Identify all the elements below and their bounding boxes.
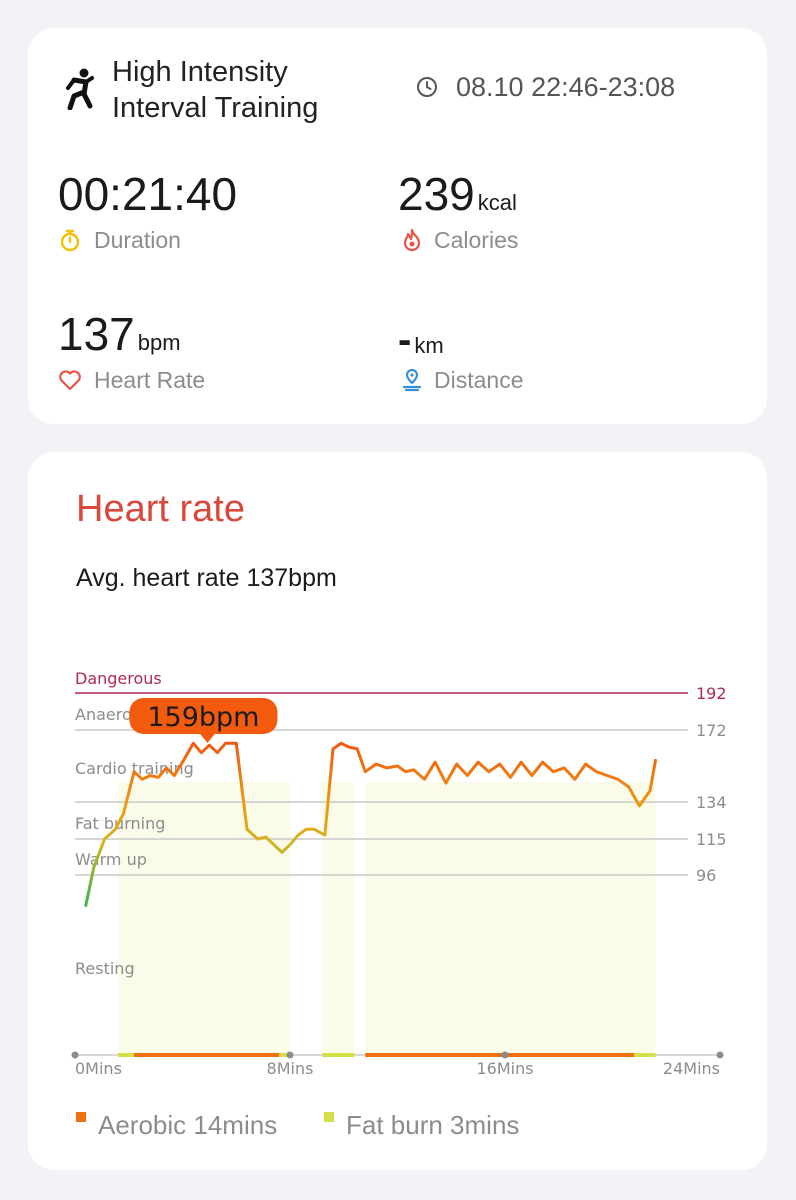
zone-label-2: Cardio training: [75, 759, 194, 778]
duration-value: 00:21:40: [58, 168, 238, 220]
y-tick-label-1: 172: [696, 721, 727, 740]
distance-stat: - km: [398, 320, 444, 360]
zone-label-5: Resting: [75, 959, 135, 978]
y-tick-label-2: 134: [696, 793, 727, 812]
workout-title: High Intensity Interval Training: [112, 56, 319, 124]
heart-rate-label: Heart Rate: [94, 367, 206, 393]
y-tick-label-0: 192: [696, 684, 727, 703]
heart-rate-unit: bpm: [137, 330, 181, 355]
x-tick-label-3: 24Mins: [663, 1059, 720, 1078]
zone-bar-segment-4: [365, 1053, 634, 1057]
zone-label-3: Fat burning: [75, 814, 165, 833]
clock-icon: [417, 77, 437, 97]
stopwatch-icon: [60, 229, 80, 252]
tooltip-text: 159bpm: [147, 702, 259, 733]
average-heart-rate: Avg. heart rate 137bpm: [76, 564, 337, 592]
distance-unit: km: [414, 333, 444, 358]
x-tick-dot-2: [501, 1051, 509, 1059]
x-tick-label-2: 16Mins: [476, 1059, 533, 1078]
distance-label: Distance: [434, 367, 524, 393]
zone-bar-segment-5: [634, 1053, 656, 1057]
zone-label-0: Dangerous: [75, 669, 162, 688]
workout-time-range: 08.10 22:46-23:08: [456, 72, 676, 102]
shaded-range-2: [365, 782, 656, 1055]
fat-burn-legend-text: Fat burn 3mins: [346, 1110, 520, 1140]
heart-rate-line: [84, 741, 657, 907]
x-tick-dot-1: [286, 1051, 294, 1059]
zone-bar-segment-0: [118, 1053, 135, 1057]
calories-value: 239: [398, 168, 475, 220]
flame-icon: [403, 228, 421, 252]
calories-unit: kcal: [477, 190, 517, 215]
workout-summary-card: High Intensity Interval Training 08.10 2…: [28, 28, 767, 424]
zone-label-4: Warm up: [75, 850, 147, 869]
distance-value: -: [398, 318, 412, 362]
x-tick-label-0: 0Mins: [75, 1059, 122, 1078]
zone-bar-segment-3: [322, 1053, 355, 1057]
heart-icon: [59, 370, 81, 391]
calories-label: Calories: [434, 227, 519, 253]
zone-bar-segment-1: [134, 1053, 280, 1057]
x-tick-dot-3: [716, 1051, 724, 1059]
heart-rate-section-title: Heart rate: [76, 488, 245, 530]
aerobic-legend-text: Aerobic 14mins: [98, 1110, 278, 1140]
fat-burn-legend-swatch: [324, 1112, 334, 1122]
y-tick-label-4: 96: [696, 866, 716, 885]
tooltip-bubble: [129, 698, 278, 734]
x-tick-label-1: 8Mins: [267, 1059, 314, 1078]
aerobic-legend-swatch: [76, 1112, 86, 1122]
duration-label: Duration: [94, 227, 181, 253]
heart-rate-card: Heart rate Avg. heart rate 137bpm Danger…: [28, 452, 767, 1170]
x-tick-dot-0: [71, 1051, 79, 1059]
shaded-range-0: [118, 782, 290, 1055]
heart-rate-value: 137: [58, 308, 135, 360]
location-pin-icon: [402, 368, 422, 392]
shaded-range-1: [322, 782, 355, 1055]
zone-bar-segment-2: [279, 1053, 290, 1057]
tooltip-pointer: [199, 733, 216, 743]
heart-rate-stat: 137 bpm: [58, 310, 181, 358]
running-person-icon: [66, 68, 94, 110]
y-tick-label-3: 115: [696, 830, 727, 849]
calories-stat: 239 kcal: [398, 170, 517, 218]
